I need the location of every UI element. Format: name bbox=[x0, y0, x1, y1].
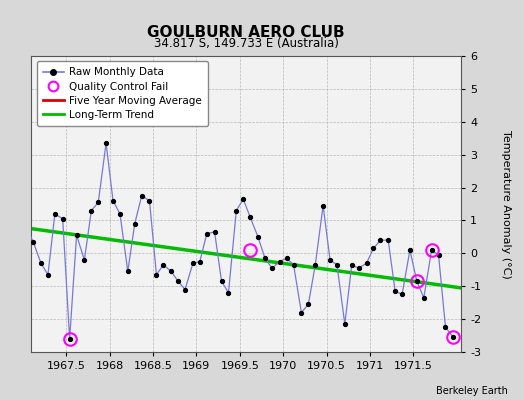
Title: GOULBURN AERO CLUB: GOULBURN AERO CLUB bbox=[147, 24, 345, 40]
Y-axis label: Temperature Anomaly (°C): Temperature Anomaly (°C) bbox=[501, 130, 511, 278]
Legend: Raw Monthly Data, Quality Control Fail, Five Year Moving Average, Long-Term Tren: Raw Monthly Data, Quality Control Fail, … bbox=[37, 61, 208, 126]
Text: 34.817 S, 149.733 E (Australia): 34.817 S, 149.733 E (Australia) bbox=[154, 37, 339, 50]
Text: Berkeley Earth: Berkeley Earth bbox=[436, 386, 508, 396]
